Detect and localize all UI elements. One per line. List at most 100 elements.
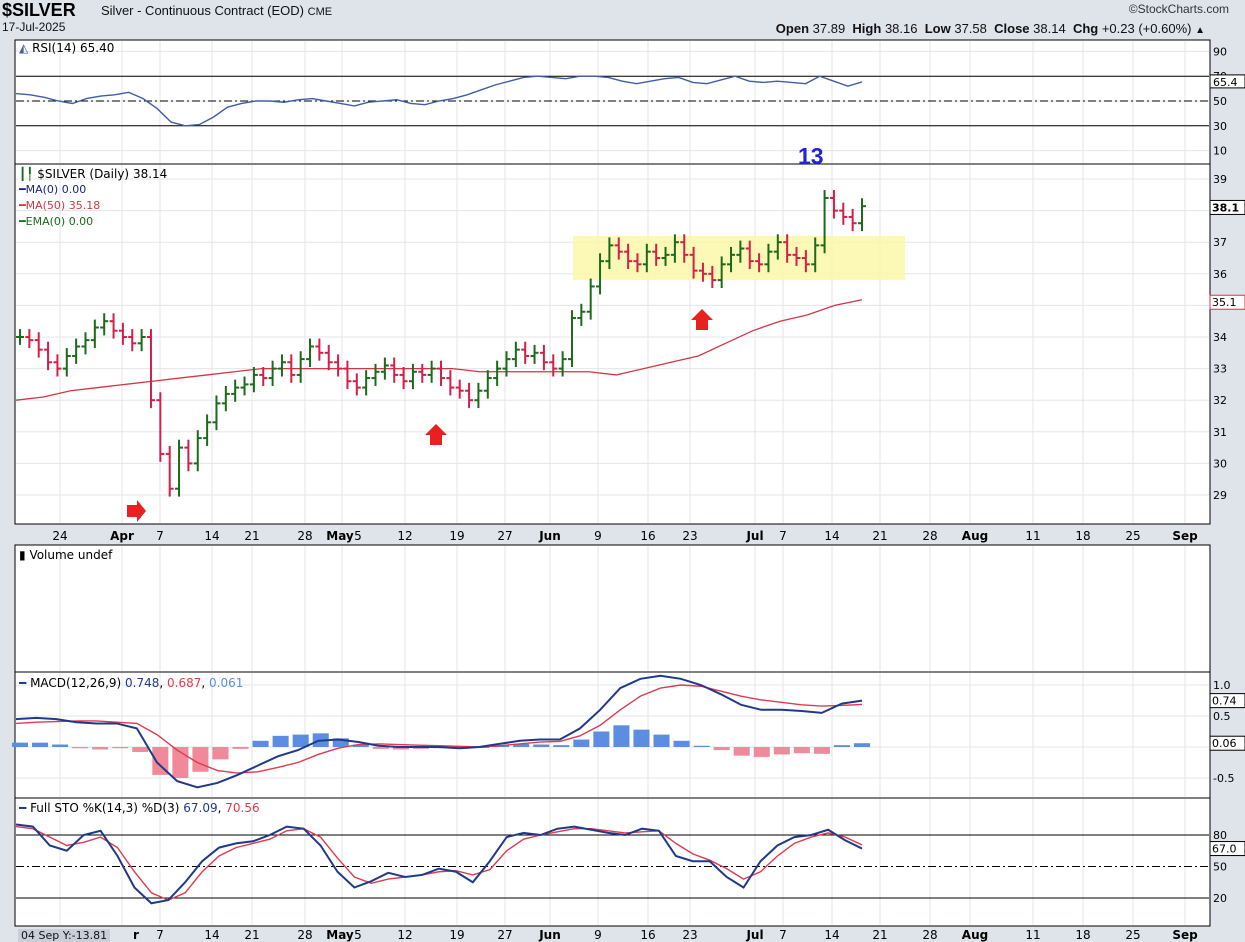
low-label: Low bbox=[924, 21, 951, 36]
open-value: 37.89 bbox=[812, 21, 846, 36]
x-tick-label-bottom: 12 bbox=[397, 928, 412, 942]
macd-tag-text: 0.74 bbox=[1212, 695, 1237, 708]
price-bar bbox=[792, 246, 801, 266]
macd-tag-box bbox=[1209, 735, 1245, 751]
price-bar bbox=[698, 262, 707, 282]
macd-signal-line bbox=[15, 684, 863, 774]
rsi-icon: ◭ bbox=[19, 41, 29, 55]
low-value: 37.58 bbox=[954, 21, 987, 36]
price-tick-label: 31 bbox=[1213, 426, 1227, 439]
macd-histogram-bar bbox=[292, 734, 309, 747]
x-tick-label: 21 bbox=[872, 529, 887, 543]
price-bar bbox=[783, 234, 792, 263]
price-bar bbox=[343, 360, 352, 390]
price-bar bbox=[829, 190, 838, 219]
count-annotation: 13 bbox=[798, 143, 824, 169]
x-tick-label: May bbox=[326, 529, 354, 543]
price-bar bbox=[764, 243, 773, 273]
macd-value-tag: 0.74 bbox=[1209, 693, 1245, 709]
price-tick-label: 38 bbox=[1213, 205, 1227, 218]
price-bar bbox=[231, 379, 240, 402]
x-tick-label: 14 bbox=[204, 529, 219, 543]
price-bar bbox=[848, 209, 857, 232]
price-tick-label: 37 bbox=[1213, 236, 1227, 249]
rsi-title: RSI(14) bbox=[32, 41, 77, 55]
x-tick-label: 16 bbox=[640, 529, 655, 543]
macd-histogram-bar bbox=[412, 747, 429, 749]
price-bar bbox=[567, 310, 576, 368]
sto-k-value: 67.09 bbox=[183, 801, 218, 815]
macd-histogram-bar bbox=[32, 742, 49, 747]
legend-ma0: ━MA(0) 0.00 bbox=[19, 183, 87, 196]
price-bar bbox=[371, 363, 380, 386]
price-bar bbox=[109, 313, 118, 339]
sto-tag-text: 67.0 bbox=[1212, 843, 1237, 856]
signal-arrow-right-icon bbox=[127, 500, 146, 522]
sto-panel bbox=[14, 797, 1211, 927]
macd-value: 0.748 bbox=[125, 676, 160, 690]
macd-histogram-bar bbox=[793, 747, 810, 754]
x-tick-label: 9 bbox=[594, 529, 602, 543]
close-value: 38.14 bbox=[1033, 21, 1066, 36]
price-tick-label: 36 bbox=[1213, 268, 1227, 281]
x-tick-label: 23 bbox=[682, 529, 697, 543]
price-bar bbox=[642, 243, 651, 273]
sto-tick-label: 20 bbox=[1213, 892, 1227, 905]
price-bar bbox=[483, 370, 492, 399]
price-tag-text: 38.1 bbox=[1212, 201, 1239, 214]
macd-histogram-bar bbox=[212, 747, 229, 760]
macd-histogram-bar bbox=[473, 747, 490, 748]
ma50-line bbox=[15, 299, 863, 401]
exchange-label: CME bbox=[307, 6, 333, 18]
x-tick-label-bottom: May bbox=[326, 928, 354, 942]
rsi-tag-text: 65.4 bbox=[1213, 76, 1238, 89]
macd-tick-label: 0.5 bbox=[1213, 710, 1231, 723]
x-tick-label-bottom: 19 bbox=[449, 928, 464, 942]
price-bar bbox=[708, 265, 717, 289]
macd-histogram-bar bbox=[753, 747, 770, 757]
high-label: High bbox=[852, 21, 882, 36]
macd-panel bbox=[14, 671, 1211, 799]
x-tick-label: 12 bbox=[397, 529, 412, 543]
macd-histogram-bar bbox=[252, 740, 269, 747]
price-bar bbox=[184, 439, 193, 472]
macd-tick-label: 1.0 bbox=[1213, 679, 1231, 692]
x-tick-label: 27 bbox=[497, 529, 512, 543]
price-bar bbox=[334, 354, 343, 377]
macd-histogram-bar bbox=[92, 747, 109, 750]
macd-histogram-bar bbox=[112, 747, 129, 749]
price-bar bbox=[90, 319, 99, 349]
price-tick-label: 33 bbox=[1213, 363, 1227, 376]
sto-legend: ━ Full STO %K(14,3) %D(3) 67.09, 70.56 bbox=[19, 801, 260, 815]
price-bar bbox=[577, 303, 586, 326]
x-tick-label: 28 bbox=[922, 529, 937, 543]
rsi-tick-label: 10 bbox=[1213, 145, 1227, 158]
macd-histogram-bar bbox=[573, 739, 590, 747]
x-tick-label-bottom: 14 bbox=[824, 928, 839, 942]
macd-histogram-bar bbox=[553, 745, 570, 747]
price-bar bbox=[100, 313, 109, 336]
brand-label[interactable]: ©StockCharts.com bbox=[1128, 2, 1229, 16]
price-bar bbox=[380, 357, 389, 380]
x-tick-label-bottom: 25 bbox=[1125, 928, 1140, 942]
price-bar bbox=[717, 256, 726, 289]
price-bar bbox=[811, 237, 820, 273]
x-tick-label-bottom: 7 bbox=[779, 928, 787, 942]
x-tick-label-bottom: 18 bbox=[1075, 928, 1090, 942]
price-bar bbox=[146, 329, 155, 409]
macd-histogram-bar bbox=[132, 747, 149, 752]
macd-signal-value: 0.687 bbox=[167, 676, 202, 690]
x-tick-label-bottom: 21 bbox=[872, 928, 887, 942]
price-bar bbox=[352, 373, 361, 396]
macd-histogram-bar bbox=[72, 747, 89, 749]
macd-histogram-bar bbox=[593, 731, 610, 747]
price-bar bbox=[240, 376, 249, 396]
price-bar bbox=[755, 253, 764, 273]
high-value: 38.16 bbox=[884, 21, 918, 36]
price-bar bbox=[212, 395, 221, 431]
x-tick-label: Jun bbox=[538, 529, 561, 543]
macd-histogram-bar bbox=[52, 744, 69, 747]
price-bar bbox=[437, 360, 445, 386]
price-bar bbox=[455, 379, 464, 399]
price-bar bbox=[128, 329, 137, 352]
